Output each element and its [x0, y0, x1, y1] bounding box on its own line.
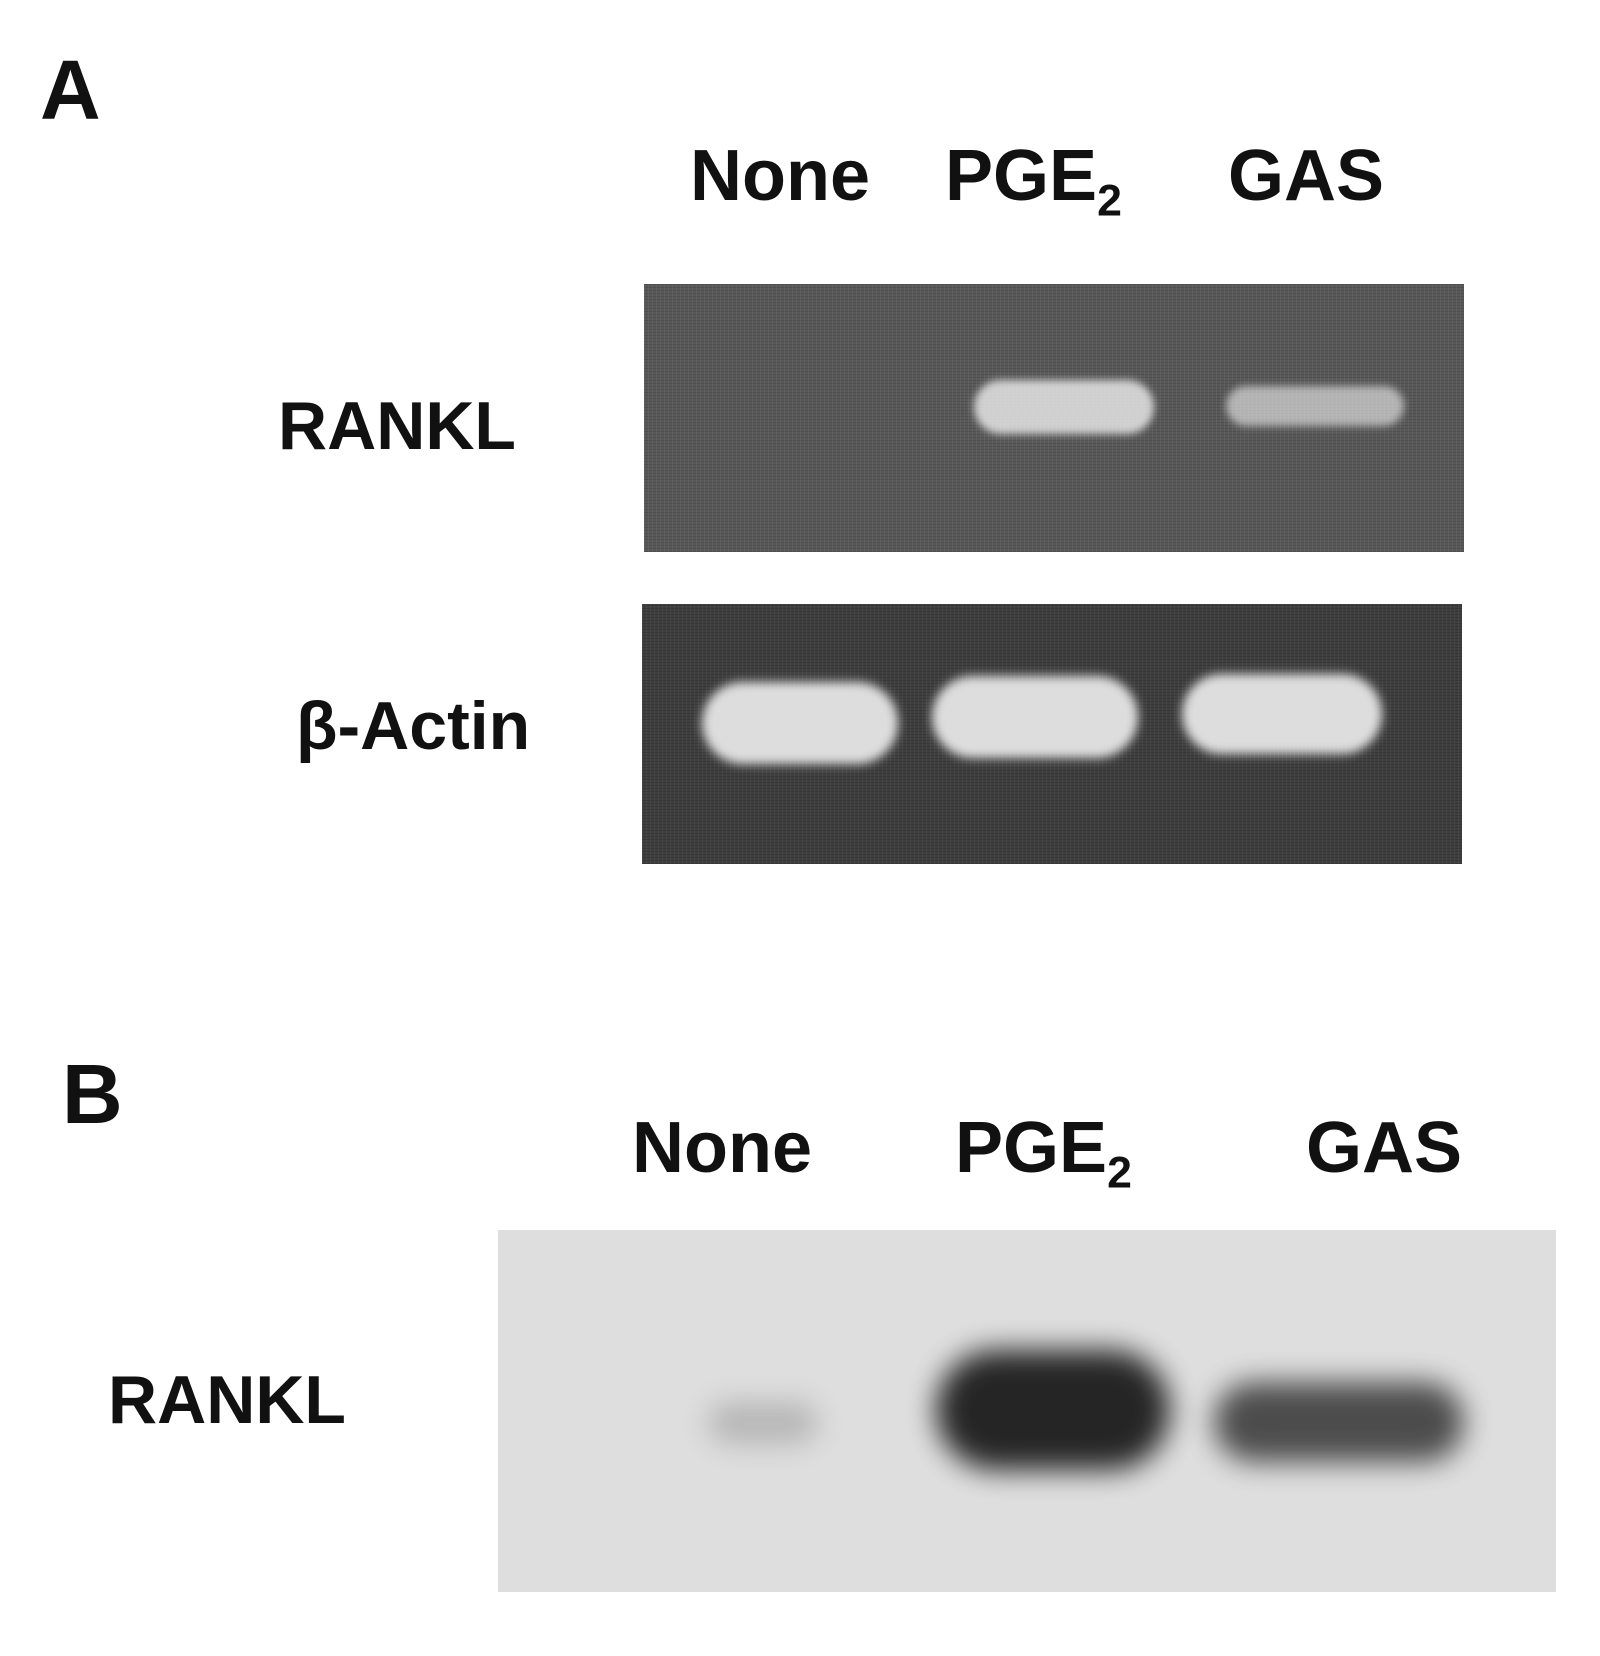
panel-a-actin-band-none — [702, 682, 898, 764]
panel-b-rankl-band-none — [708, 1402, 818, 1444]
panel-a-lane-label-pge2: PGE2 — [945, 136, 1122, 226]
panel-a-row-label-beta-actin: β-Actin — [296, 688, 531, 764]
panel-a-actin-band-gas — [1182, 674, 1382, 754]
panel-a-letter: A — [40, 43, 102, 137]
panel-b-letter: B — [62, 1047, 124, 1141]
panel-a-lane-label-gas: GAS — [1228, 136, 1385, 216]
panel-a-rankl-band-pge2 — [974, 380, 1154, 434]
panel-a-rankl-gel — [644, 284, 1464, 552]
panel-a-rankl-band-gas — [1226, 386, 1404, 426]
panel-a-row-label-rankl: RANKL — [278, 388, 516, 464]
panel-a-lane-label-none: None — [690, 136, 870, 216]
panel-b-lane-label-gas: GAS — [1306, 1108, 1463, 1188]
panel-a-actin-band-pge2 — [932, 676, 1138, 758]
panel-b-row-label-rankl: RANKL — [108, 1362, 346, 1438]
panel-b-rankl-band-gas — [1214, 1382, 1464, 1462]
panel-b-rankl-band-pge2 — [936, 1350, 1170, 1470]
panel-b-rankl-blot — [498, 1230, 1556, 1592]
panel-b-lane-label-pge2: PGE2 — [955, 1108, 1132, 1198]
panel-b-lane-label-none: None — [632, 1108, 812, 1188]
panel-a-actin-gel — [642, 604, 1462, 864]
